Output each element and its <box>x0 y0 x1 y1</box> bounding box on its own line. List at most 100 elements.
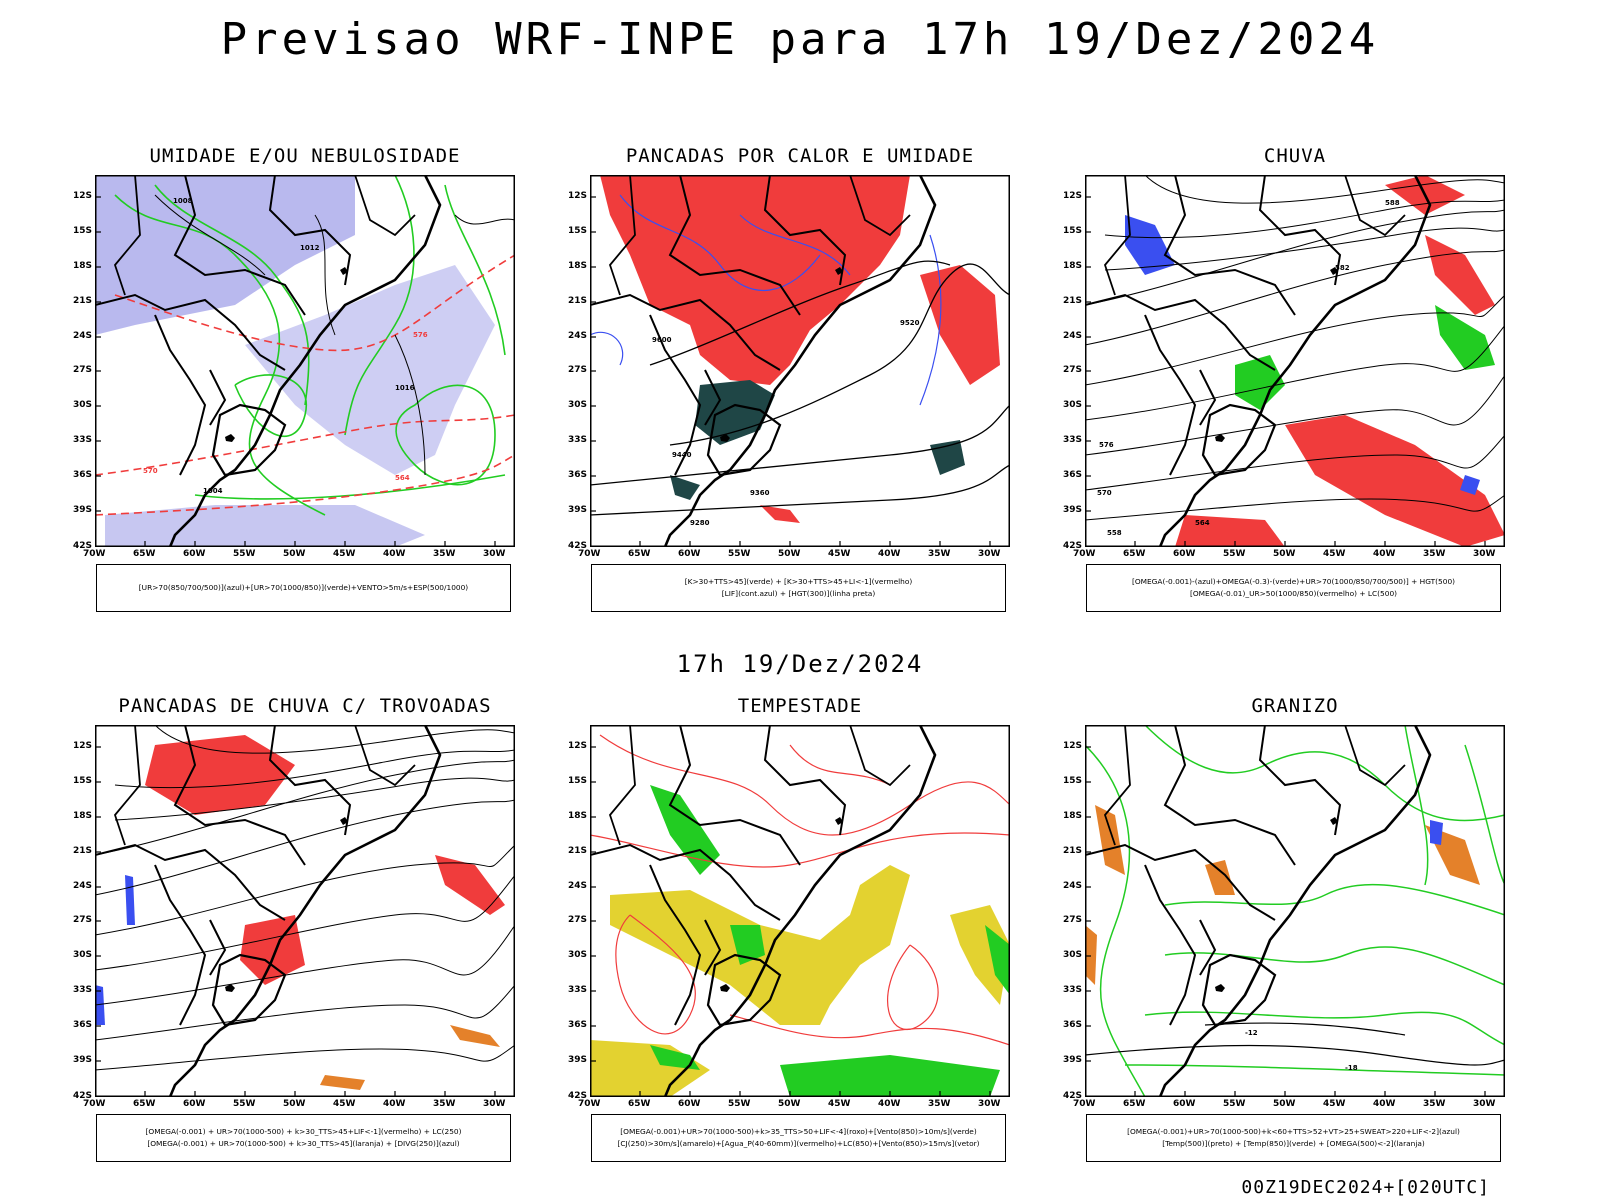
lat-tick-label: 42S <box>72 1091 92 1101</box>
lat-tick-label: 18S <box>72 811 92 821</box>
lon-tick-label: 50W <box>283 1099 306 1109</box>
caption-line: [LIF](cont.azul) + [HGT(300)](linha pret… <box>721 589 876 598</box>
lat-tick-label: 15S <box>1062 776 1082 786</box>
contour-label: 9280 <box>690 519 710 527</box>
lon-tick-label: 55W <box>233 549 256 559</box>
lat-tick-label: 36S <box>72 1020 92 1030</box>
lat-tick-label: 30S <box>72 950 92 960</box>
lat-tick-label: 33S <box>1062 435 1082 445</box>
lat-tick-label: 27S <box>567 365 587 375</box>
lon-tick-label: 30W <box>1473 549 1496 559</box>
contour-label: 9360 <box>750 489 770 497</box>
lat-tick-label: 27S <box>72 915 92 925</box>
caption-line: [CJ(250)>30m/s](amarelo)+[Agua_P(40-60mm… <box>617 1139 980 1148</box>
lat-tick-label: 27S <box>1062 915 1082 925</box>
caption-line: [OMEGA(-0.001) + UR>70(1000-500) + k>30_… <box>147 1139 460 1148</box>
lat-tick-label: 27S <box>567 915 587 925</box>
contour-label: 1012 <box>300 244 320 252</box>
lon-tick-label: 55W <box>1223 549 1246 559</box>
lon-tick-label: 40W <box>1373 1099 1396 1109</box>
lon-tick-label: 60W <box>1173 1099 1196 1109</box>
lon-tick-label: 65W <box>133 1099 156 1109</box>
lat-tick-label: 12S <box>567 741 587 751</box>
lon-tick-label: 35W <box>928 1099 951 1109</box>
lon-tick-label: 60W <box>678 1099 701 1109</box>
lon-tick-label: 70W <box>1073 1099 1096 1109</box>
contour-label: 582 <box>1335 264 1350 272</box>
lon-tick-label: 50W <box>778 549 801 559</box>
lat-tick-label: 27S <box>72 365 92 375</box>
lon-tick-label: 70W <box>1073 549 1096 559</box>
panel-chuva: CHUVA 588 582 576 570 <box>1080 145 1510 625</box>
lon-tick-label: 45W <box>828 549 851 559</box>
lat-tick-label: 33S <box>1062 985 1082 995</box>
lon-tick-label: 70W <box>578 1099 601 1109</box>
lat-tick-label: 30S <box>567 400 587 410</box>
lat-tick-label: 15S <box>567 226 587 236</box>
lat-tick-label: 33S <box>72 435 92 445</box>
lat-tick-label: 21S <box>567 846 587 856</box>
lon-tick-label: 45W <box>333 1099 356 1109</box>
lat-tick-label: 15S <box>72 776 92 786</box>
lat-tick-label: 21S <box>1062 296 1082 306</box>
caption-line: [OMEGA(-0.001)+UR>70(1000-500)+k<60+TTS>… <box>1127 1127 1460 1136</box>
lat-tick-label: 18S <box>1062 811 1082 821</box>
lon-tick-label: 40W <box>878 1099 901 1109</box>
panel-title: UMIDADE E/OU NEBULOSIDADE <box>149 145 461 167</box>
lon-tick-label: 65W <box>628 549 651 559</box>
panel-caption: [OMEGA(-0.001) + UR>70(1000-500) + k>30_… <box>96 1114 511 1162</box>
lon-tick-label: 40W <box>383 1099 406 1109</box>
caption-line: [OMEGA(-0.001) + UR>70(1000-500) + k>30_… <box>145 1127 462 1136</box>
panel-caption: [OMEGA(-0.001)-(azul)+OMEGA(-0.3)-(verde… <box>1086 564 1501 612</box>
lat-tick-label: 39S <box>1062 1055 1082 1065</box>
lat-tick-label: 18S <box>567 811 587 821</box>
contour-label: 576 <box>413 331 428 339</box>
contour-label: -12 <box>1245 1029 1258 1037</box>
contour-label: 564 <box>395 474 410 482</box>
lat-tick-label: 21S <box>567 296 587 306</box>
lat-tick-label: 36S <box>1062 1020 1082 1030</box>
lon-tick-label: 55W <box>233 1099 256 1109</box>
lat-tick-label: 21S <box>1062 846 1082 856</box>
lat-tick-label: 36S <box>567 1020 587 1030</box>
lon-tick-label: 65W <box>1123 549 1146 559</box>
lat-tick-label: 15S <box>567 776 587 786</box>
panel-tempestade: TEMPESTADE <box>585 695 1015 1175</box>
lon-tick-label: 50W <box>778 1099 801 1109</box>
lon-tick-label: 40W <box>383 549 406 559</box>
panel-calor: PANCADAS POR CALOR E UMIDADE <box>585 145 1015 625</box>
panel-caption: [UR>70(850/700/500)](azul)+[UR>70(1000/8… <box>96 564 511 612</box>
lat-tick-label: 24S <box>567 881 587 891</box>
lon-tick-label: 30W <box>978 549 1001 559</box>
humidity-blue-area <box>95 175 355 335</box>
contour-label: 558 <box>1107 529 1122 537</box>
map-tempestade <box>590 725 1010 1097</box>
lon-tick-label: 50W <box>1273 1099 1296 1109</box>
caption-line: [OMEGA(-0.001)+UR>70(1000-500)+k>35_TTS>… <box>620 1127 977 1136</box>
lat-tick-label: 12S <box>72 741 92 751</box>
map-trovoadas <box>95 725 515 1097</box>
lat-tick-label: 15S <box>72 226 92 236</box>
caption-line: [K>30+TTS>45](verde) + [K>30+TTS>45+LI<-… <box>684 577 913 586</box>
contour-label: 588 <box>1385 199 1400 207</box>
lat-tick-label: 12S <box>1062 191 1082 201</box>
caption-line: [UR>70(850/700/500)](azul)+[UR>70(1000/8… <box>138 583 469 592</box>
lon-tick-label: 40W <box>1373 549 1396 559</box>
lat-tick-label: 33S <box>567 985 587 995</box>
lat-tick-label: 18S <box>567 261 587 271</box>
panel-umidade: UMIDADE E/OU NEBULOSIDADE <box>90 145 520 625</box>
lat-tick-label: 36S <box>567 470 587 480</box>
lat-tick-label: 24S <box>1062 881 1082 891</box>
lon-tick-label: 65W <box>628 1099 651 1109</box>
map-calor: 9600 9520 9440 9360 9280 <box>590 175 1010 547</box>
lat-tick-label: 12S <box>567 191 587 201</box>
contour-label: 9520 <box>900 319 920 327</box>
caption-line: [OMEGA(-0.001)-(azul)+OMEGA(-0.3)-(verde… <box>1131 577 1456 586</box>
contour-label: 9440 <box>672 451 692 459</box>
panel-title: PANCADAS DE CHUVA C/ TROVOADAS <box>118 695 492 717</box>
forecast-time-label: 17h 19/Dez/2024 <box>676 650 924 678</box>
lat-tick-label: 18S <box>72 261 92 271</box>
panel-title: CHUVA <box>1263 145 1327 167</box>
map-granizo: -12 -18 <box>1085 725 1505 1097</box>
lat-tick-label: 30S <box>1062 950 1082 960</box>
